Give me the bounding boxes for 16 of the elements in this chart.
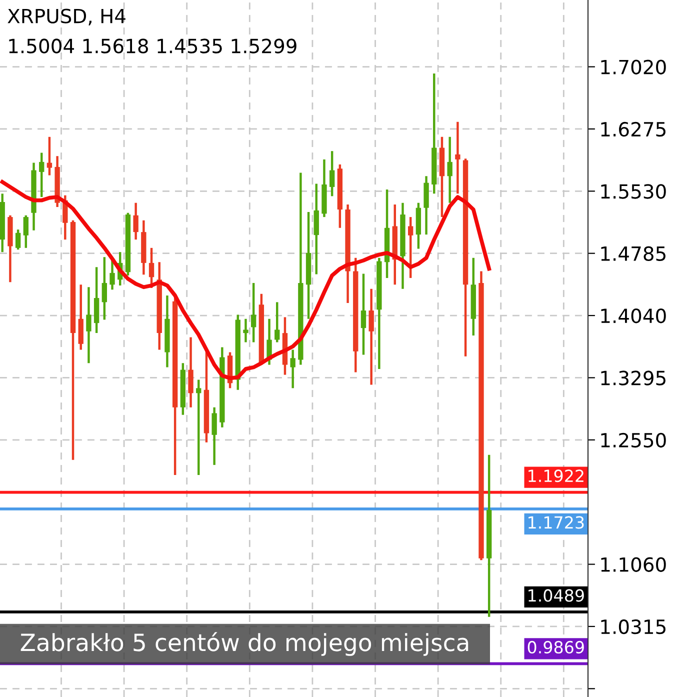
ref-line-label: 1.1723 <box>528 516 584 529</box>
y-tick-label: 1.1060 <box>601 557 666 572</box>
y-tick-label: 1.3295 <box>601 370 666 386</box>
ref-line-label: 1.0489 <box>528 589 584 602</box>
ref-line-label: 0.9869 <box>528 640 584 654</box>
y-tick-label: 1.6275 <box>601 122 666 137</box>
ref-line-label: 1.1922 <box>528 470 584 482</box>
y-tick-label: 1.7020 <box>601 60 666 74</box>
annotation: Zabrakło 5 centów do mojego miejsca <box>20 632 468 656</box>
y-tick-label: 1.0315 <box>601 619 666 634</box>
y-tick-label: 1.4785 <box>601 246 666 262</box>
y-tick-label: 1.4040 <box>601 308 666 324</box>
chart-title: XRPUSD, H4 <box>8 8 126 26</box>
y-tick-label: 1.5530 <box>601 184 666 199</box>
text: 1.5004 1.5618 1.4535 1.5299 <box>9 38 296 54</box>
y-tick-label: 1.2550 <box>601 432 666 448</box>
